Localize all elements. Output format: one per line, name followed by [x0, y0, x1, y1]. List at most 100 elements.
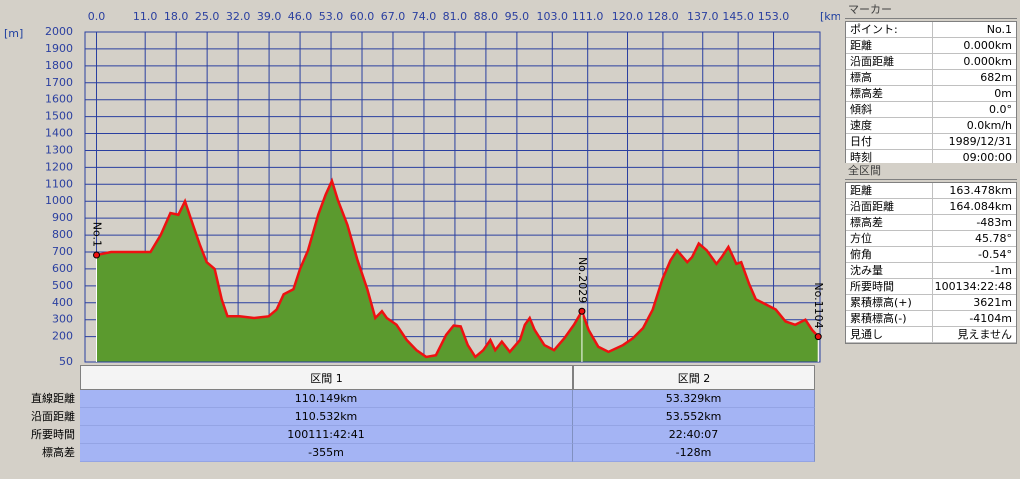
- profile-chart: [m] [km] 50 200 300 400 500 600 700 800 900 1000 1…: [4, 10, 840, 365]
- panel-row: 標高 682m: [846, 70, 1016, 86]
- panel-row: 所要時間 100134:22:48: [846, 279, 1016, 295]
- panel-row: 距離 163.478km: [846, 183, 1016, 199]
- x-unit: [km]: [820, 10, 840, 23]
- panel-key: 時刻: [846, 150, 933, 165]
- panel-row: 累積標高(-) -4104m: [846, 311, 1016, 327]
- panel-value: 0.0°: [989, 103, 1012, 116]
- panel-key: 俯角: [846, 247, 933, 262]
- y-tick-label: 2000: [45, 25, 73, 38]
- panel-row: 標高差 0m: [846, 86, 1016, 102]
- x-tick-label: 145.0: [722, 10, 754, 23]
- section-row: 沿面距離 110.532km 53.552km: [0, 408, 830, 426]
- panel-value: 見えません: [957, 328, 1012, 341]
- panel-row: 俯角 -0.54°: [846, 247, 1016, 263]
- panel-table: ポイント: No.1 距離 0.000km 沿面距離 0.000km 標高 682m 標高差 0m…: [845, 21, 1017, 167]
- panel-row: 日付 1989/12/31: [846, 134, 1016, 150]
- y-tick-label: 900: [52, 211, 73, 224]
- section-header: 区間 1: [80, 365, 573, 390]
- panel-row: 傾斜 0.0°: [846, 102, 1016, 118]
- y-tick-label: 500: [52, 279, 73, 292]
- panel-key: 標高差: [846, 86, 933, 101]
- total-panel: 全区間 距離 163.478km 沿面距離 164.084km 標高差 -483m 方位 45.…: [845, 163, 1017, 344]
- section-value: 53.329km: [573, 390, 815, 408]
- panel-table: 距離 163.478km 沿面距離 164.084km 標高差 -483m 方位 45.78°…: [845, 182, 1017, 344]
- panel-key: 標高: [846, 70, 933, 85]
- section-table: 区間 1 区間 2 直線距離 110.149km 53.329km 沿面距離 110.532…: [0, 365, 830, 462]
- y-tick-label: 400: [52, 296, 73, 309]
- x-tick-label: 18.0: [164, 10, 189, 23]
- panel-value: 100134:22:48: [934, 280, 1012, 293]
- elevation-area: [96, 180, 819, 362]
- panel-row: 沈み量 -1m: [846, 263, 1016, 279]
- panel-value: 0.0km/h: [966, 119, 1012, 132]
- x-tick-label: 111.0: [572, 10, 604, 23]
- panel-row: 沿面距離 164.084km: [846, 199, 1016, 215]
- panel-value: 0m: [994, 87, 1012, 100]
- panel-key: 距離: [846, 183, 933, 198]
- panel-key: ポイント:: [846, 22, 933, 37]
- y-tick-label: 600: [52, 262, 73, 275]
- panel-value: 3621m: [973, 296, 1012, 309]
- panel-key: 速度: [846, 118, 933, 133]
- panel-key: 傾斜: [846, 102, 933, 117]
- section-header-row: 区間 1 区間 2: [0, 365, 830, 390]
- y-tick-label: 50: [59, 355, 73, 365]
- x-tick-label: 46.0: [288, 10, 313, 23]
- section-row: 所要時間 100111:42:41 22:40:07: [0, 426, 830, 444]
- x-tick-label: 95.0: [505, 10, 530, 23]
- panel-value: 45.78°: [975, 232, 1012, 245]
- x-tick-label: 32.0: [226, 10, 251, 23]
- section-row: 標高差 -355m -128m: [0, 444, 830, 462]
- x-tick-label: 128.0: [647, 10, 679, 23]
- panel-row: 標高差 -483m: [846, 215, 1016, 231]
- panel-key: 累積標高(+): [846, 295, 933, 310]
- panel-value: -0.54°: [978, 248, 1012, 261]
- panel-key: 見通し: [846, 327, 933, 342]
- panel-row: 沿面距離 0.000km: [846, 54, 1016, 70]
- panel-value: 163.478km: [949, 184, 1012, 197]
- panel-title: マーカー: [845, 2, 1017, 19]
- panel-value: 0.000km: [963, 55, 1012, 68]
- panel-value: -4104m: [969, 312, 1012, 325]
- x-tick-label: 103.0: [537, 10, 569, 23]
- marker-panel: マーカー ポイント: No.1 距離 0.000km 沿面距離 0.000km 標高 682m 標…: [845, 2, 1017, 167]
- row-label: 直線距離: [31, 392, 75, 405]
- y-tick-label: 1300: [45, 143, 73, 156]
- marker-label: No.1104: [812, 282, 825, 328]
- x-tick-label: 120.0: [612, 10, 644, 23]
- marker-point: [578, 307, 586, 315]
- y-tick-label: 1100: [45, 177, 73, 190]
- y-tick-label: 200: [52, 330, 73, 343]
- panel-row: 速度 0.0km/h: [846, 118, 1016, 134]
- section-row: 直線距離 110.149km 53.329km: [0, 390, 830, 408]
- marker-label: No.2029: [576, 257, 589, 303]
- y-tick-label: 1800: [45, 59, 73, 72]
- panel-value: 682m: [980, 71, 1012, 84]
- section-value: -355m: [80, 444, 573, 462]
- x-tick-label: 60.0: [350, 10, 375, 23]
- panel-key: 沿面距離: [846, 199, 933, 214]
- panel-key: 沈み量: [846, 263, 933, 278]
- x-tick-label: 39.0: [257, 10, 282, 23]
- plot-area: [84, 31, 821, 363]
- panel-row: 見通し 見えません: [846, 327, 1016, 343]
- panel-value: No.1: [986, 23, 1012, 36]
- y-tick-label: 1700: [45, 76, 73, 89]
- spacer: [0, 365, 80, 390]
- x-tick-label: 0.0: [88, 10, 106, 23]
- marker-point: [93, 251, 101, 259]
- row-label: 沿面距離: [31, 410, 75, 423]
- y-tick-label: 1000: [45, 194, 73, 207]
- x-tick-label: 137.0: [687, 10, 719, 23]
- x-tick-label: 74.0: [412, 10, 437, 23]
- x-tick-label: 25.0: [195, 10, 220, 23]
- x-tick-label: 53.0: [319, 10, 344, 23]
- y-tick-label: 1400: [45, 127, 73, 140]
- marker-point: [814, 333, 822, 341]
- section-header: 区間 2: [573, 365, 815, 390]
- row-label: 所要時間: [31, 428, 75, 441]
- x-tick-label: 153.0: [758, 10, 790, 23]
- x-tick-label: 11.0: [133, 10, 158, 23]
- y-tick-label: 1200: [45, 160, 73, 173]
